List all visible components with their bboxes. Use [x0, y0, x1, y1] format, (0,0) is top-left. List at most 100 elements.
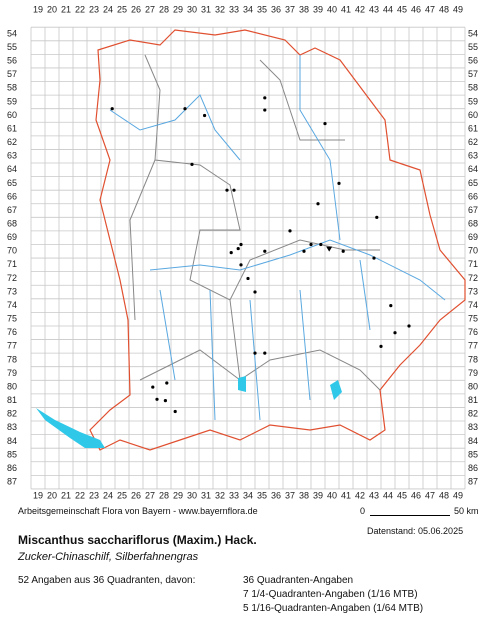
y-label: 58	[7, 83, 17, 93]
y-label: 74	[468, 300, 478, 310]
occurrence-dot	[203, 113, 207, 118]
x-label: 39	[313, 490, 323, 500]
y-label: 77	[468, 341, 478, 351]
y-label: 69	[468, 232, 478, 242]
y-label: 72	[7, 273, 17, 283]
x-label: 21	[61, 490, 71, 500]
scale-end: 50 km	[454, 506, 479, 516]
occurrence-dot	[309, 242, 313, 247]
y-label: 87	[7, 477, 17, 487]
y-label: 74	[7, 300, 17, 310]
occurrence-dot	[165, 381, 169, 385]
x-label: 29	[173, 490, 183, 500]
x-label: 22	[75, 4, 85, 14]
y-label: 67	[7, 205, 17, 215]
x-label: 44	[383, 490, 393, 500]
y-label: 75	[7, 314, 17, 324]
x-label: 30	[187, 490, 197, 500]
map: 19 19 20 20 21 21 22 22 23 23 24 24 25 25 26 26 27 27 28 28…	[7, 4, 478, 500]
x-label: 28	[159, 4, 169, 14]
occurrence-dot	[263, 108, 267, 112]
y-label: 59	[7, 96, 17, 106]
lake	[330, 380, 342, 400]
x-label: 24	[103, 4, 113, 14]
occurrence-dot	[190, 162, 194, 166]
x-label: 40	[327, 490, 337, 500]
occurrence-dot	[341, 249, 345, 253]
y-label: 64	[468, 164, 478, 174]
y-label: 84	[468, 436, 478, 446]
y-label: 63	[468, 151, 478, 161]
occurrence-triangle	[326, 246, 333, 252]
x-label: 25	[117, 4, 127, 14]
x-label: 34	[243, 4, 253, 14]
x-label: 27	[145, 490, 155, 500]
x-label: 21	[61, 4, 71, 14]
y-label: 70	[7, 246, 17, 256]
x-label: 19	[33, 4, 43, 14]
y-label: 64	[7, 164, 17, 174]
y-label: 61	[468, 123, 478, 133]
summary-line: 5 1/16-Quadranten-Angaben (1/64 MTB)	[243, 603, 424, 614]
occurrence-dot	[239, 263, 243, 267]
border-regions	[129, 54, 381, 391]
y-label: 72	[468, 273, 478, 283]
species-name: Miscanthus sacchariflorus (Maxim.) Hack.	[18, 533, 257, 547]
y-label: 73	[7, 286, 17, 296]
y-label: 77	[7, 341, 17, 351]
y-label: 56	[7, 56, 17, 66]
x-label: 34	[243, 490, 253, 500]
y-label: 62	[7, 137, 17, 147]
x-label: 27	[145, 4, 155, 14]
occurrence-dot	[393, 331, 397, 335]
x-label: 30	[187, 4, 197, 14]
x-label: 36	[271, 4, 281, 14]
scale-bar	[370, 515, 450, 516]
occurrence-dot	[389, 304, 393, 308]
y-label: 87	[468, 477, 478, 487]
occurrence-dot	[110, 107, 114, 111]
occurrence-dot	[183, 107, 187, 111]
y-label: 81	[468, 395, 478, 405]
occurrence-dot	[372, 256, 376, 260]
y-label: 81	[7, 395, 17, 405]
y-label: 83	[7, 422, 17, 432]
occurrence-dot	[151, 385, 155, 389]
x-label: 22	[75, 490, 85, 500]
summary-total: 52 Angaben aus 36 Quadranten, davon:	[18, 575, 196, 586]
x-label: 23	[89, 490, 99, 500]
x-label: 33	[229, 490, 239, 500]
summary-line: 36 Quadranten-Angaben	[243, 575, 354, 586]
lake-bodensee	[36, 408, 105, 448]
x-label: 23	[89, 4, 99, 14]
grid: 19 19 20 20 21 21 22 22 23 23 24 24 25 25 26 26 27 27 28 28…	[7, 4, 478, 500]
x-label: 19	[33, 490, 43, 500]
x-label: 39	[313, 4, 323, 14]
occurrence-dot	[323, 122, 327, 126]
occurrence-dot	[375, 215, 379, 219]
y-label: 66	[468, 191, 478, 201]
y-label: 73	[468, 286, 478, 296]
y-label: 78	[7, 354, 17, 364]
y-label: 59	[468, 96, 478, 106]
y-label: 56	[468, 56, 478, 66]
x-label: 24	[103, 490, 113, 500]
occurrence-dot	[263, 96, 267, 100]
y-label: 62	[468, 137, 478, 147]
occurrence-dot	[239, 242, 243, 247]
x-label: 35	[257, 490, 267, 500]
y-label: 60	[7, 110, 17, 120]
x-label: 32	[215, 4, 225, 14]
y-label: 63	[7, 151, 17, 161]
rivers	[109, 55, 446, 421]
y-label: 54	[468, 28, 478, 38]
x-label: 47	[425, 4, 435, 14]
y-label: 83	[468, 422, 478, 432]
x-label: 20	[47, 4, 57, 14]
x-label: 28	[159, 490, 169, 500]
occurrence-dot	[246, 276, 250, 281]
y-label: 85	[7, 449, 17, 459]
occurrence-dot	[173, 409, 177, 414]
y-label: 55	[7, 42, 17, 52]
occurrence-dot	[236, 246, 240, 251]
